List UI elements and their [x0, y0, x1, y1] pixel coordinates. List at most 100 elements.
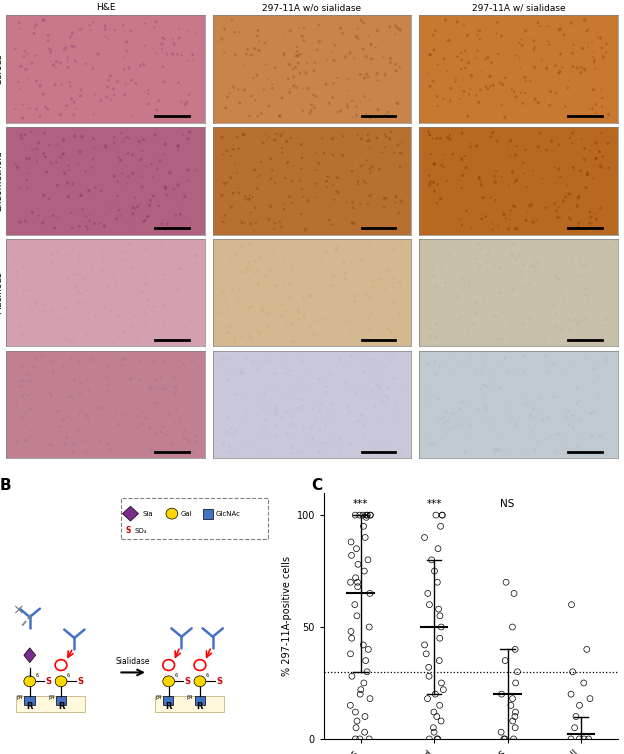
Point: [464, 57, 474, 69]
Point: [222, 412, 232, 424]
Point: [66, 413, 76, 425]
Point: [346, 351, 356, 363]
Point: [583, 103, 593, 115]
Point: [66, 81, 76, 93]
Point: [582, 169, 592, 181]
Point: [593, 370, 603, 382]
Point: [437, 509, 447, 521]
Point: [75, 90, 85, 102]
Point: [184, 25, 194, 37]
Point: [335, 354, 345, 366]
Point: [348, 95, 358, 107]
Point: [419, 532, 429, 544]
Point: [579, 733, 589, 745]
Point: [593, 305, 603, 317]
Point: [582, 259, 592, 271]
Point: [597, 84, 607, 96]
Point: [342, 84, 352, 97]
Point: [61, 302, 71, 314]
Point: [285, 287, 295, 299]
Point: [525, 75, 535, 87]
Point: [471, 307, 481, 319]
Point: [41, 151, 51, 163]
Point: [440, 149, 450, 161]
Point: [29, 28, 39, 40]
Point: [286, 263, 296, 275]
Point: [541, 357, 551, 369]
Point: [185, 382, 195, 394]
Point: [129, 310, 139, 322]
Point: [220, 177, 230, 189]
Point: [590, 377, 600, 389]
Point: [282, 320, 292, 333]
Point: [293, 313, 303, 325]
Point: [139, 86, 149, 98]
Point: [40, 127, 50, 139]
Point: [429, 280, 439, 292]
Point: [576, 280, 586, 292]
Point: [573, 217, 583, 229]
Point: [481, 81, 491, 93]
Point: [529, 35, 539, 47]
Point: [264, 355, 274, 367]
Point: [110, 137, 120, 149]
Point: [227, 259, 236, 271]
Point: [80, 285, 90, 297]
Point: [139, 278, 149, 290]
Text: 297-11A w/ sialidase: 297-11A w/ sialidase: [472, 3, 565, 12]
Point: [288, 317, 298, 329]
Point: [111, 277, 121, 289]
Point: [103, 281, 113, 293]
Point: [351, 30, 361, 42]
Point: [280, 48, 290, 60]
Point: [559, 295, 569, 307]
Point: [442, 353, 452, 365]
Point: [484, 317, 494, 329]
Point: [122, 178, 132, 190]
Point: [317, 378, 327, 390]
Point: [544, 20, 554, 32]
Point: [80, 58, 90, 70]
Point: [55, 57, 65, 69]
Point: [446, 93, 456, 106]
Point: [100, 31, 110, 43]
Point: [500, 654, 510, 667]
Point: [228, 81, 238, 93]
Point: [267, 78, 277, 90]
Point: [363, 265, 373, 277]
Point: [279, 305, 289, 317]
Point: [157, 38, 167, 51]
Point: [454, 174, 464, 186]
Point: [84, 306, 94, 318]
Point: [130, 192, 140, 204]
Point: [31, 353, 41, 365]
Point: [384, 133, 394, 145]
Point: [89, 217, 99, 229]
Point: [81, 244, 91, 256]
Text: Serous: Serous: [0, 54, 3, 84]
Point: [474, 403, 484, 415]
Point: [115, 155, 125, 167]
Point: [349, 52, 359, 64]
Point: [118, 254, 128, 266]
Text: Mucinous: Mucinous: [0, 271, 3, 314]
Point: [483, 51, 493, 63]
Point: [442, 65, 452, 77]
Point: [47, 358, 57, 370]
Point: [333, 186, 343, 198]
Point: [242, 262, 252, 274]
Point: [233, 292, 243, 304]
Point: [497, 99, 507, 111]
Point: [280, 391, 290, 403]
Point: [397, 239, 407, 251]
Point: [439, 53, 449, 65]
Point: [519, 167, 529, 179]
Point: [103, 33, 113, 45]
Point: [456, 403, 466, 415]
Point: [366, 509, 376, 521]
Point: [109, 131, 119, 143]
Point: [235, 280, 245, 292]
Point: [110, 24, 120, 36]
Point: [95, 435, 105, 447]
Point: [150, 129, 160, 141]
